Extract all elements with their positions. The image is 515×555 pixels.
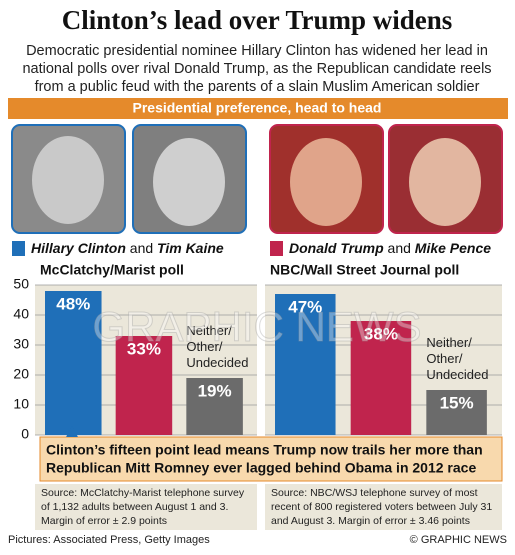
subtitle: from a public feud with the parents of a… xyxy=(35,79,480,95)
credit: Pictures: Associated Press, Getty Images xyxy=(8,534,210,546)
bar xyxy=(426,390,487,435)
y-tick-label: 0 xyxy=(21,426,29,442)
value-label: 15% xyxy=(440,393,474,412)
bar xyxy=(45,291,102,435)
source-box xyxy=(265,484,502,530)
copyright: © GRAPHIC NEWS xyxy=(410,534,507,546)
legend-swatch xyxy=(270,241,283,256)
source: of 1,132 adults between August 1 and 3. xyxy=(41,501,228,513)
banner-bg xyxy=(8,98,508,119)
callout: Clinton’s fifteen point lead means Trump… xyxy=(46,442,483,458)
banner: Presidential preference, head to head xyxy=(133,100,382,116)
source-box xyxy=(35,484,257,530)
y-tick-label: 50 xyxy=(13,276,29,292)
legend-swatch xyxy=(12,241,25,256)
value-label: 48% xyxy=(56,294,90,313)
y-tick-label: 30 xyxy=(13,336,29,352)
legend-part: Donald Trump xyxy=(289,240,384,256)
legend-part: Tim Kaine xyxy=(157,240,224,256)
callout-box xyxy=(39,436,503,482)
source: and August 3. Margin of error ± 3.46 poi… xyxy=(271,515,470,527)
photo-face xyxy=(32,136,104,224)
legend-part: and xyxy=(130,240,153,256)
chart-title: McClatchy/Marist poll xyxy=(40,262,184,278)
category-label: Neither/Other/Undecided xyxy=(426,335,488,382)
source: Source: NBC/WSJ telephone survey of most xyxy=(271,487,478,499)
charts: McClatchy/Marist poll 0 10 20 30 40 50 48% 33% 19… xyxy=(13,262,502,530)
subtitle: Democratic presidential nominee Hillary … xyxy=(26,43,488,59)
legend-part: Mike Pence xyxy=(415,240,491,256)
value-label: 19% xyxy=(198,381,232,400)
chart-title: NBC/Wall Street Journal poll xyxy=(270,262,459,278)
photo-face xyxy=(153,138,225,226)
callout-pointer xyxy=(66,426,78,437)
photos xyxy=(11,124,503,234)
legend-part: and xyxy=(388,240,411,256)
source: Source: McClatchy-Marist telephone surve… xyxy=(41,487,245,499)
watermark: GRAPHIC NEWS xyxy=(92,303,421,350)
legend: Hillary Clinton and Tim Kaine Donald Trum… xyxy=(12,240,491,256)
callout: Republican Mitt Romney ever lagged behin… xyxy=(46,460,476,476)
bar xyxy=(186,378,243,435)
value-label: 47% xyxy=(288,297,322,316)
category-label: Neither/Other/Undecided xyxy=(186,323,248,370)
value-label: 33% xyxy=(127,339,161,358)
bar xyxy=(275,294,336,435)
value-label: 38% xyxy=(364,324,398,343)
legend-label: Hillary Clinton and Tim Kaine xyxy=(31,240,224,256)
source: Margin of error ± 2.9 points xyxy=(41,515,167,527)
photo-face xyxy=(409,138,481,226)
subtitle: national polls over rival Donald Trump, … xyxy=(22,61,491,77)
y-tick-label: 20 xyxy=(13,366,29,382)
y-tick-label: 40 xyxy=(13,306,29,322)
bar xyxy=(350,321,412,435)
legend-label: Donald Trump and Mike Pence xyxy=(289,240,491,256)
photo-face xyxy=(290,138,362,226)
y-tick-label: 10 xyxy=(13,396,29,412)
legend-part: Hillary Clinton xyxy=(31,240,126,256)
source: recent of 800 registered voters between … xyxy=(271,501,492,513)
title: Clinton’s lead over Trump widens xyxy=(62,5,453,35)
bar xyxy=(115,336,173,435)
